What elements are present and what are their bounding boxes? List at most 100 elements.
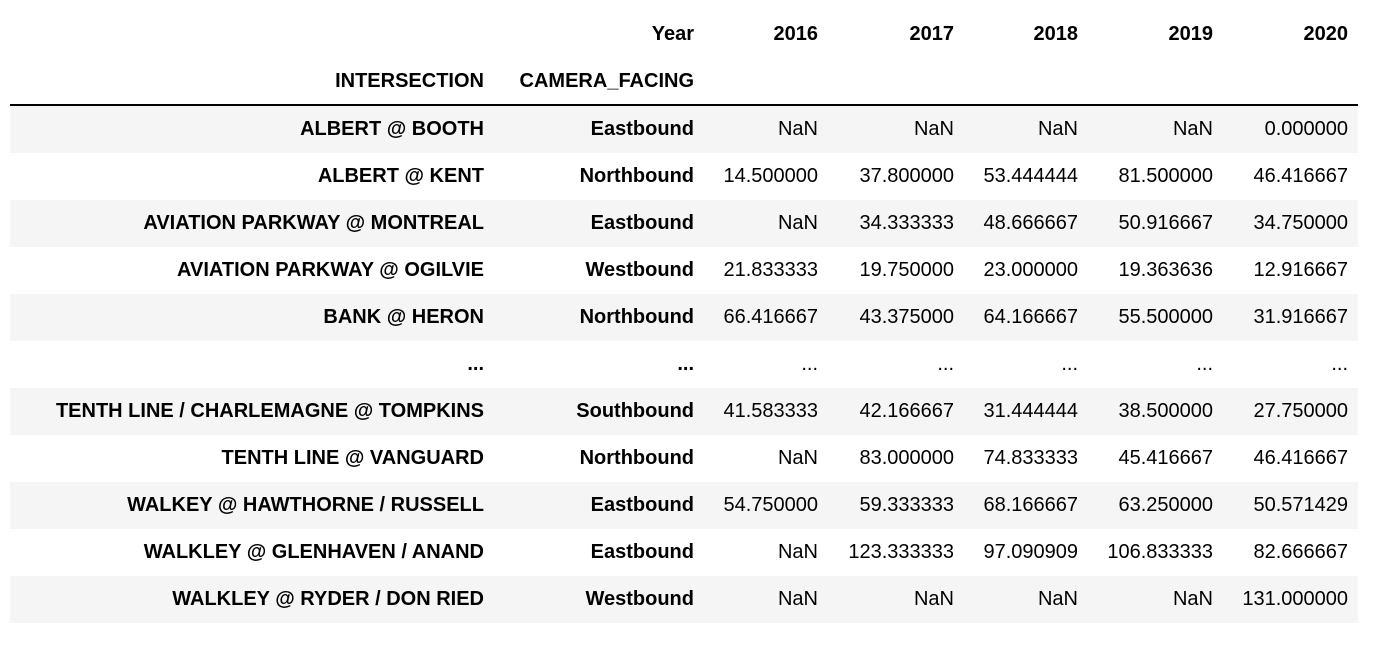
cell-2017: NaN	[828, 105, 964, 153]
index-name-intersection: INTERSECTION	[10, 58, 494, 106]
row-camera-facing: Northbound	[494, 153, 704, 200]
row-intersection: ...	[10, 341, 494, 388]
row-intersection: ALBERT @ KENT	[10, 153, 494, 200]
row-intersection: WALKLEY @ RYDER / DON RIED	[10, 576, 494, 623]
cell-2018: 97.090909	[964, 529, 1088, 576]
table-row: TENTH LINE @ VANGUARD Northbound NaN 83.…	[10, 435, 1358, 482]
table-row: TENTH LINE / CHARLEMAGNE @ TOMPKINS Sout…	[10, 388, 1358, 435]
cell-2019: 81.500000	[1088, 153, 1223, 200]
cell-2017: 59.333333	[828, 482, 964, 529]
row-camera-facing: Eastbound	[494, 529, 704, 576]
cell-2016: NaN	[704, 529, 828, 576]
cell-2019: 106.833333	[1088, 529, 1223, 576]
cell-2017: 37.800000	[828, 153, 964, 200]
row-intersection: TENTH LINE @ VANGUARD	[10, 435, 494, 482]
header-row-index-names: INTERSECTION CAMERA_FACING	[10, 58, 1358, 106]
cell-2016: NaN	[704, 105, 828, 153]
cell-2019: ...	[1088, 341, 1223, 388]
cell-2019: 19.363636	[1088, 247, 1223, 294]
cell-2018: 53.444444	[964, 153, 1088, 200]
table-header: Year 2016 2017 2018 2019 2020 INTERSECTI…	[10, 10, 1358, 106]
cell-2018: 48.666667	[964, 200, 1088, 247]
cell-2019: 50.916667	[1088, 200, 1223, 247]
row-camera-facing: Northbound	[494, 435, 704, 482]
cell-2019: 45.416667	[1088, 435, 1223, 482]
cell-2019: 38.500000	[1088, 388, 1223, 435]
cell-2017: 34.333333	[828, 200, 964, 247]
cell-2018: 74.833333	[964, 435, 1088, 482]
dataframe-table: Year 2016 2017 2018 2019 2020 INTERSECTI…	[10, 10, 1358, 623]
cell-2016: NaN	[704, 200, 828, 247]
cell-2016: 21.833333	[704, 247, 828, 294]
column-header-2019: 2019	[1168, 22, 1214, 45]
table-row: ALBERT @ KENT Northbound 14.500000 37.80…	[10, 153, 1358, 200]
cell-2020: 12.916667	[1223, 247, 1358, 294]
column-header-2020: 2020	[1303, 22, 1349, 45]
cell-2017: 123.333333	[828, 529, 964, 576]
table-row: WALKEY @ HAWTHORNE / RUSSELL Eastbound 5…	[10, 482, 1358, 529]
cell-2018: ...	[964, 341, 1088, 388]
row-intersection: BANK @ HERON	[10, 294, 494, 341]
cell-2019: 63.250000	[1088, 482, 1223, 529]
cell-2016: NaN	[704, 576, 828, 623]
cell-2017: 83.000000	[828, 435, 964, 482]
table-row: WALKLEY @ RYDER / DON RIED Westbound NaN…	[10, 576, 1358, 623]
header-blank-cell	[10, 10, 494, 58]
cell-2019: NaN	[1088, 105, 1223, 153]
cell-2020: 50.571429	[1223, 482, 1358, 529]
row-camera-facing: ...	[494, 341, 704, 388]
cell-2018: NaN	[964, 105, 1088, 153]
cell-2020: 46.416667	[1223, 435, 1358, 482]
row-intersection: WALKLEY @ GLENHAVEN / ANAND	[10, 529, 494, 576]
cell-2016: NaN	[704, 435, 828, 482]
cell-2020: 34.750000	[1223, 200, 1358, 247]
row-intersection: WALKEY @ HAWTHORNE / RUSSELL	[10, 482, 494, 529]
table-row: BANK @ HERON Northbound 66.416667 43.375…	[10, 294, 1358, 341]
cell-2016: 66.416667	[704, 294, 828, 341]
cell-2017: NaN	[828, 576, 964, 623]
row-camera-facing: Eastbound	[494, 105, 704, 153]
cell-2017: 42.166667	[828, 388, 964, 435]
column-header-2018: 2018	[1033, 22, 1079, 45]
cell-2019: NaN	[1088, 576, 1223, 623]
cell-2017: 19.750000	[828, 247, 964, 294]
cell-2020: 0.000000	[1223, 105, 1358, 153]
cell-2018: 31.444444	[964, 388, 1088, 435]
row-camera-facing: Westbound	[494, 247, 704, 294]
cell-2020: 82.666667	[1223, 529, 1358, 576]
row-intersection: AVIATION PARKWAY @ MONTREAL	[10, 200, 494, 247]
header-blank-cell	[964, 58, 1088, 106]
ellipsis-row: ... ... ... ... ... ... ...	[10, 341, 1358, 388]
cell-2018: 23.000000	[964, 247, 1088, 294]
header-blank-cell	[1088, 58, 1223, 106]
table-row: ALBERT @ BOOTH Eastbound NaN NaN NaN NaN…	[10, 105, 1358, 153]
column-header-2016: 2016	[773, 22, 819, 45]
dataframe-output: Year 2016 2017 2018 2019 2020 INTERSECTI…	[10, 10, 1358, 623]
row-camera-facing: Eastbound	[494, 200, 704, 247]
cell-2016: 14.500000	[704, 153, 828, 200]
index-name-camera-facing: CAMERA_FACING	[494, 58, 704, 106]
cell-2017: ...	[828, 341, 964, 388]
column-level-name: Year	[651, 22, 694, 45]
header-blank-cell	[704, 58, 828, 106]
column-header-2017: 2017	[909, 22, 955, 45]
cell-2018: NaN	[964, 576, 1088, 623]
row-camera-facing: Southbound	[494, 388, 704, 435]
cell-2019: 55.500000	[1088, 294, 1223, 341]
table-row: WALKLEY @ GLENHAVEN / ANAND Eastbound Na…	[10, 529, 1358, 576]
cell-2017: 43.375000	[828, 294, 964, 341]
cell-2018: 68.166667	[964, 482, 1088, 529]
cell-2018: 64.166667	[964, 294, 1088, 341]
table-row: AVIATION PARKWAY @ OGILVIE Westbound 21.…	[10, 247, 1358, 294]
cell-2016: 54.750000	[704, 482, 828, 529]
cell-2016: ...	[704, 341, 828, 388]
header-blank-cell	[828, 58, 964, 106]
row-intersection: TENTH LINE / CHARLEMAGNE @ TOMPKINS	[10, 388, 494, 435]
header-row-year: Year 2016 2017 2018 2019 2020	[10, 10, 1358, 58]
cell-2020: ...	[1223, 341, 1358, 388]
cell-2020: 131.000000	[1223, 576, 1358, 623]
row-intersection: AVIATION PARKWAY @ OGILVIE	[10, 247, 494, 294]
cell-2020: 27.750000	[1223, 388, 1358, 435]
row-camera-facing: Eastbound	[494, 482, 704, 529]
row-intersection: ALBERT @ BOOTH	[10, 105, 494, 153]
